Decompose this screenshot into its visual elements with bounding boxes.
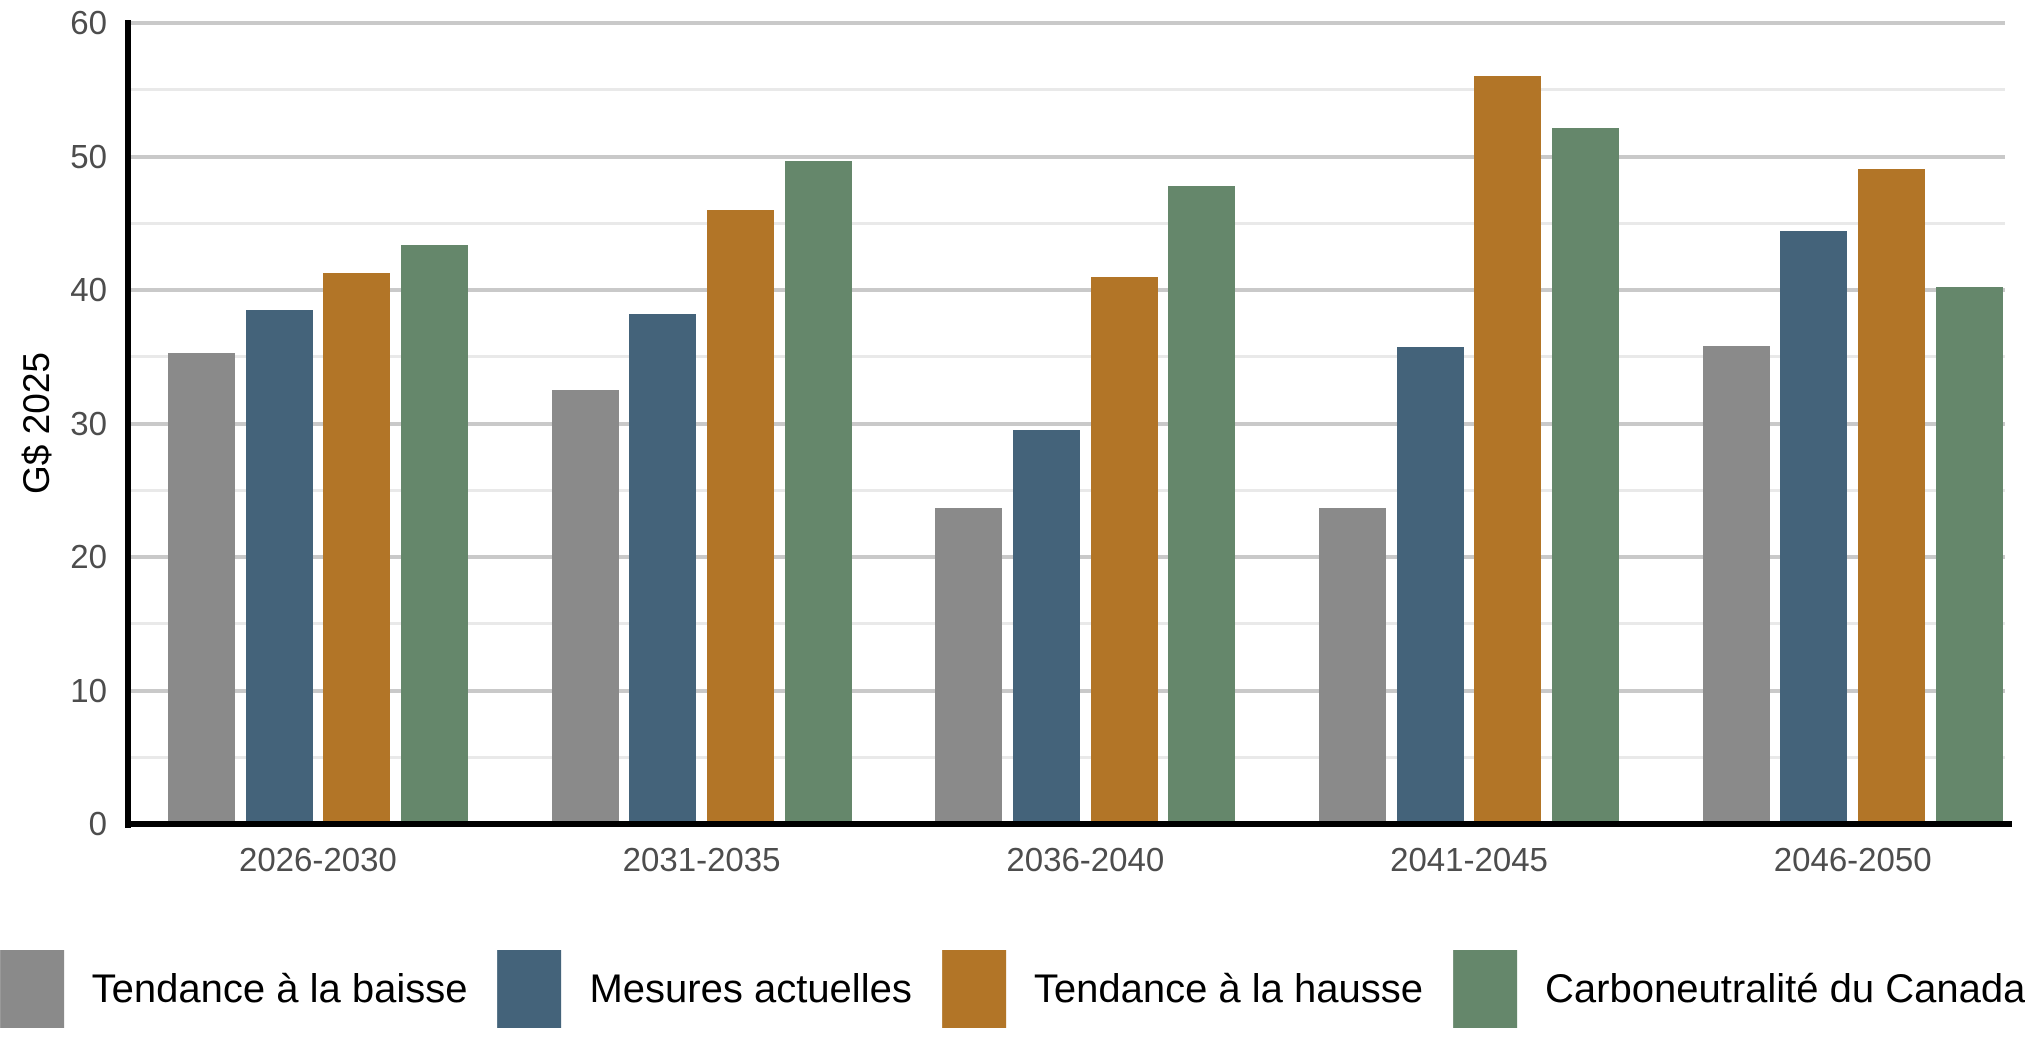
y-tick-label: 30 xyxy=(70,404,107,442)
bar xyxy=(1319,507,1387,824)
bar xyxy=(1551,128,1619,824)
bar xyxy=(1168,185,1236,824)
major-gridline xyxy=(131,421,2005,426)
bar xyxy=(935,507,1003,824)
bar xyxy=(168,352,235,824)
legend-swatch xyxy=(0,950,64,1028)
bar xyxy=(1858,168,1925,824)
bar xyxy=(1474,76,1542,824)
legend-swatch xyxy=(1453,950,1518,1028)
legend-item: Carboneutralité du Canada xyxy=(1453,950,2025,1028)
legend-label: Tendance à la baisse xyxy=(91,966,468,1011)
bar xyxy=(1013,430,1080,824)
y-tick-label: 50 xyxy=(70,137,107,175)
legend-item: Mesures actuelles xyxy=(497,950,912,1028)
legend-label: Carboneutralité du Canada xyxy=(1545,966,2025,1011)
minor-gridline xyxy=(131,88,2005,92)
minor-gridline xyxy=(131,355,2005,359)
x-axis-spine xyxy=(125,821,2012,827)
y-tick-label: 10 xyxy=(70,671,107,709)
x-tick-label: 2031-2035 xyxy=(622,841,781,878)
bar xyxy=(551,390,619,824)
legend-swatch xyxy=(497,950,562,1028)
y-tick-label: 0 xyxy=(88,805,107,842)
y-axis-spine xyxy=(125,20,131,828)
legend-label: Tendance à la hausse xyxy=(1033,966,1424,1011)
bar xyxy=(1935,287,2003,824)
bar xyxy=(400,244,468,824)
x-tick-label: 2036-2040 xyxy=(1006,841,1165,878)
bar xyxy=(1780,231,1848,824)
y-tick-label: 60 xyxy=(70,4,107,41)
bar xyxy=(245,310,313,824)
minor-gridline xyxy=(131,221,2005,225)
y-tick-label: 40 xyxy=(70,271,107,308)
y-tick-label: 20 xyxy=(70,538,107,575)
x-tick-label: 2046-2050 xyxy=(1773,841,1932,878)
bar xyxy=(784,160,852,824)
legend-item: Tendance à la baisse xyxy=(0,950,467,1028)
major-gridline xyxy=(131,288,2005,292)
legend-item: Tendance à la hausse xyxy=(941,950,1424,1028)
bar xyxy=(1090,276,1158,824)
bar xyxy=(1396,347,1464,824)
major-gridline xyxy=(131,21,2005,25)
bar xyxy=(629,314,697,824)
x-tick-label: 2026-2030 xyxy=(238,841,397,878)
legend-swatch xyxy=(941,950,1006,1028)
bar xyxy=(706,209,774,824)
legend: Tendance à la baisse Mesures actuelles Ten… xyxy=(0,948,2025,1030)
x-tick-label: 2041-2045 xyxy=(1390,841,1548,878)
bar xyxy=(323,272,391,824)
legend-label: Mesures actuelles xyxy=(589,966,912,1011)
bar xyxy=(1702,346,1770,824)
major-gridline xyxy=(131,154,2005,159)
